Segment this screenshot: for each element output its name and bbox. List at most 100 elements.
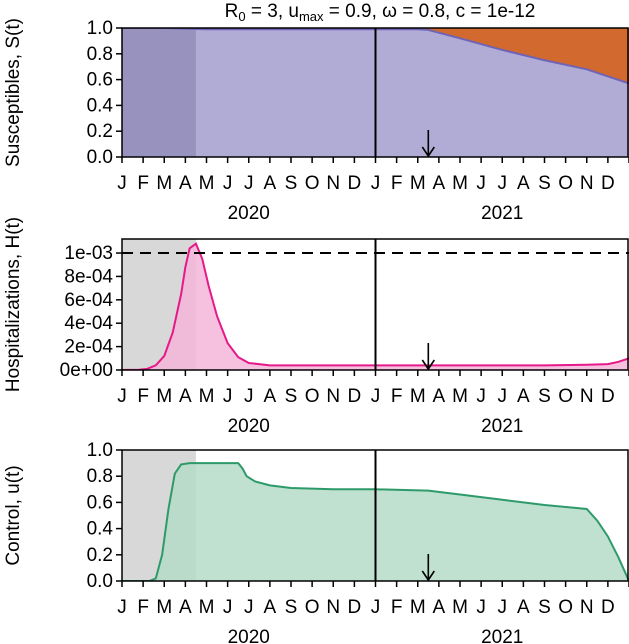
y-tick-label: 1e-03: [64, 243, 113, 264]
arrow-head: [421, 146, 435, 158]
month-label: A: [264, 173, 277, 194]
month-label: J: [223, 386, 233, 407]
year-label: 2020: [228, 203, 270, 224]
month-label: F: [391, 386, 403, 407]
month-label: J: [244, 173, 254, 194]
month-label: J: [223, 597, 233, 618]
month-label: A: [179, 597, 192, 618]
y-tick-label: 0.8: [87, 466, 113, 487]
month-label: A: [433, 597, 446, 618]
arrow-head: [421, 570, 435, 582]
month-label: A: [517, 173, 530, 194]
month-label: S: [285, 173, 298, 194]
y-tick-label: 0.6: [87, 492, 113, 513]
y-axis-label: Hospitalizations, H(t): [3, 217, 24, 392]
month-label: N: [326, 173, 340, 194]
year-label: 2020: [228, 627, 270, 644]
figure-title: R0 = 3, umax = 0.9, ω = 0.8, c = 1e-12: [225, 1, 536, 24]
year-label: 2021: [481, 627, 523, 644]
month-label: M: [199, 597, 215, 618]
month-label: O: [305, 597, 320, 618]
month-label: A: [517, 597, 530, 618]
month-label: M: [199, 386, 215, 407]
month-label: M: [452, 173, 468, 194]
month-label: D: [601, 386, 615, 407]
y-tick-label: 0.2: [87, 121, 113, 142]
series-line: [122, 462, 629, 581]
month-label: S: [285, 386, 298, 407]
y-axis-label: Control, u(t): [3, 465, 24, 565]
month-label: J: [117, 597, 127, 618]
month-label: A: [517, 386, 530, 407]
y-tick-label: 1.0: [87, 18, 113, 39]
year-label: 2021: [481, 203, 523, 224]
y-tick-label: 1.0: [87, 440, 113, 461]
month-label: M: [156, 386, 172, 407]
month-label: M: [199, 173, 215, 194]
year-label: 2020: [228, 416, 270, 437]
series-area: [122, 243, 629, 370]
y-axis-label: Susceptibles, S(t): [3, 18, 24, 167]
title-rest: = 0.9, ω = 0.8, c = 1e-12: [324, 1, 536, 22]
month-label: O: [305, 386, 320, 407]
month-label: F: [137, 386, 149, 407]
y-tick-label: 2e-04: [64, 337, 113, 358]
y-tick-label: 4e-04: [64, 313, 113, 334]
month-label: J: [371, 386, 381, 407]
month-label: M: [156, 597, 172, 618]
month-label: J: [244, 597, 254, 618]
month-label: N: [326, 597, 340, 618]
title-u: = 3, u: [246, 1, 299, 22]
month-label: S: [538, 173, 551, 194]
month-label: F: [391, 173, 403, 194]
month-label: J: [476, 386, 486, 407]
month-label: D: [348, 386, 362, 407]
month-label: M: [452, 597, 468, 618]
year-label: 2021: [481, 416, 523, 437]
month-label: D: [348, 173, 362, 194]
y-tick-label: 0.4: [87, 95, 114, 116]
y-tick-label: 0.4: [87, 519, 114, 540]
plot-area-hospitalizations: [122, 239, 629, 370]
y-tick-label: 6e-04: [64, 290, 113, 311]
month-label: N: [580, 173, 594, 194]
month-label: O: [558, 386, 573, 407]
month-label: A: [264, 386, 277, 407]
month-label: J: [476, 173, 486, 194]
month-label: O: [305, 173, 320, 194]
title-u-sub: max: [299, 9, 324, 24]
month-label: F: [137, 597, 149, 618]
arrow-head: [421, 359, 435, 371]
month-label: A: [433, 386, 446, 407]
month-label: N: [580, 386, 594, 407]
series-line: [122, 242, 629, 370]
title-r-sub: 0: [238, 9, 245, 24]
month-label: J: [371, 173, 381, 194]
month-label: M: [410, 597, 426, 618]
month-label: J: [117, 173, 127, 194]
month-label: A: [433, 173, 446, 194]
month-label: J: [244, 386, 254, 407]
y-tick-label: 0e+00: [60, 360, 113, 381]
y-tick-label: 8e-04: [64, 266, 113, 287]
month-label: M: [156, 173, 172, 194]
month-label: J: [476, 597, 486, 618]
month-label: F: [137, 173, 149, 194]
month-label: A: [179, 173, 192, 194]
month-label: N: [580, 597, 594, 618]
month-label: J: [371, 597, 381, 618]
shaded-period: [122, 28, 196, 157]
month-label: D: [601, 173, 615, 194]
month-label: J: [117, 386, 127, 407]
y-tick-label: 0.0: [87, 571, 113, 592]
month-label: A: [179, 386, 192, 407]
month-label: M: [452, 386, 468, 407]
month-label: M: [410, 173, 426, 194]
month-label: O: [558, 597, 573, 618]
susceptibles-line: [122, 28, 629, 85]
title-r: R: [225, 1, 239, 22]
